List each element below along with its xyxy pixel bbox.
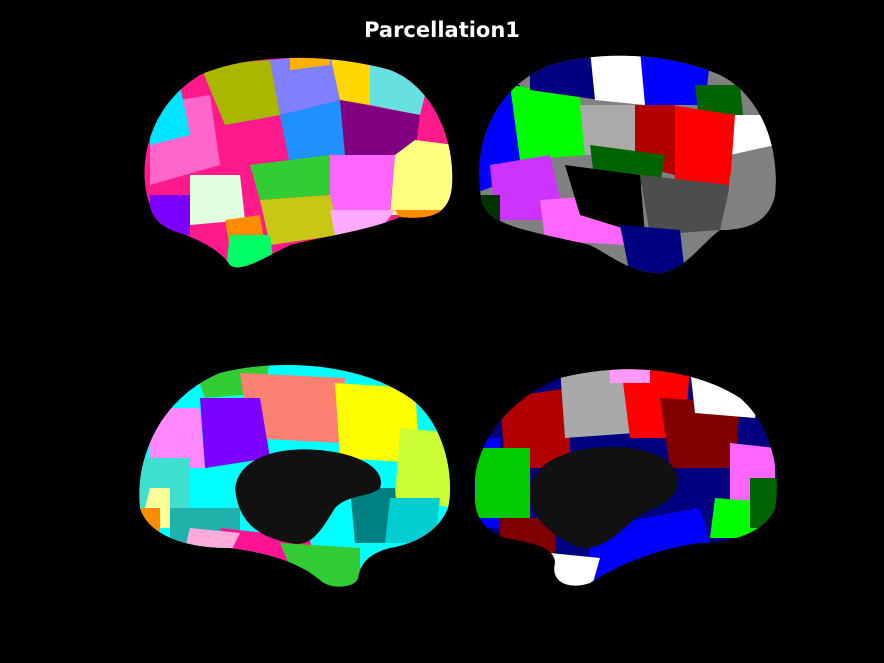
brain-left-lateral-view	[144, 57, 453, 268]
brain-left-medial-view	[139, 365, 451, 587]
figure-title: Parcellation1	[364, 18, 520, 42]
brain-right-medial-view	[474, 369, 777, 586]
medial-wall	[529, 447, 678, 549]
brain-right-lateral-view	[479, 55, 776, 274]
medial-wall	[235, 449, 381, 544]
